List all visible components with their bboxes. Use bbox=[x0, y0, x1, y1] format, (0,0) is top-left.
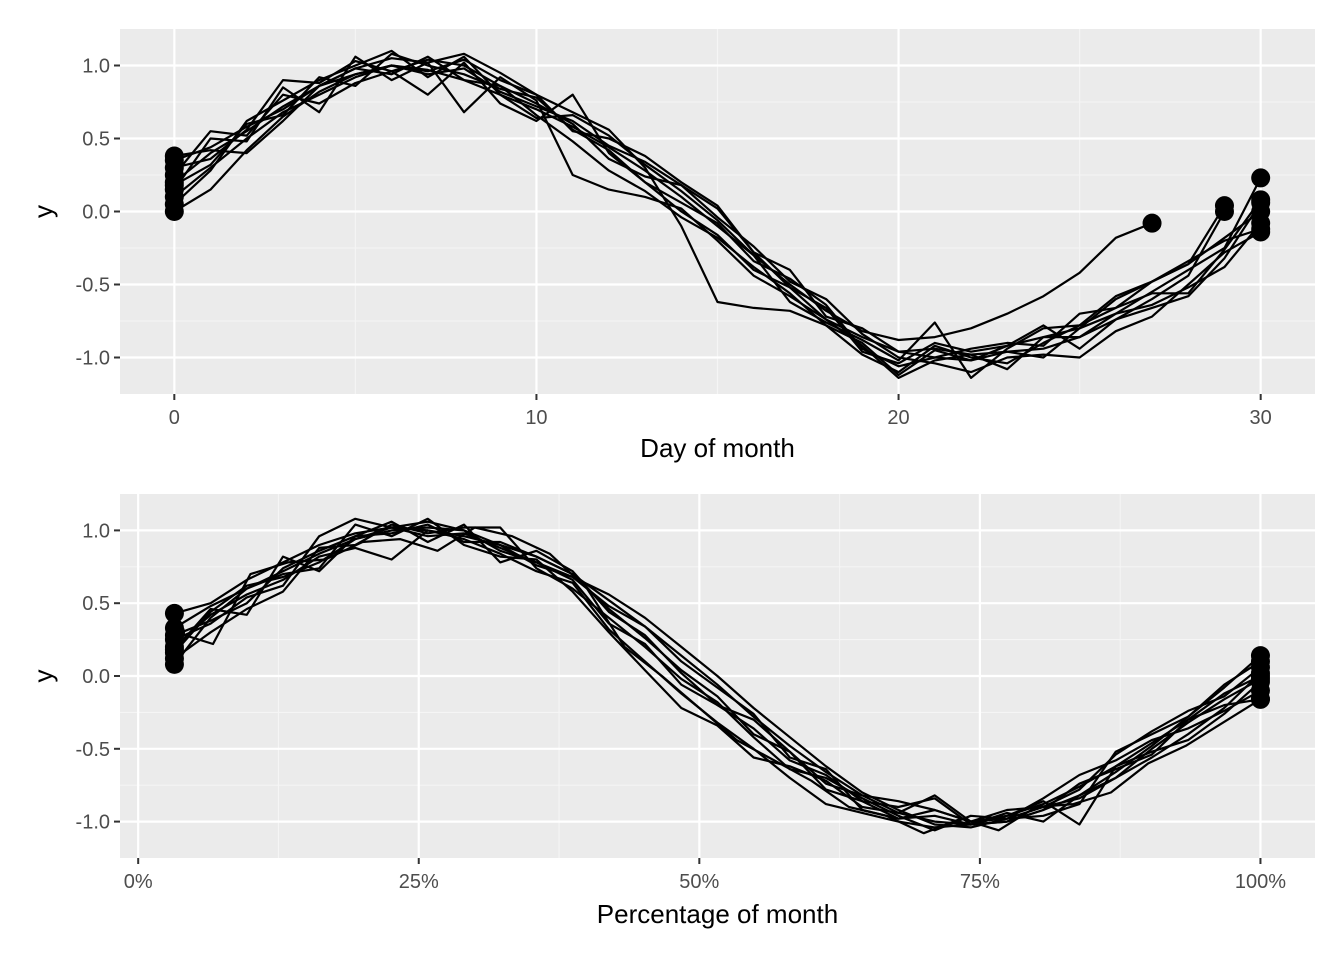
y-axis-title: y bbox=[28, 670, 58, 683]
series-lines bbox=[173, 517, 1262, 835]
series-line-7 bbox=[173, 523, 1262, 832]
y-tick-label: 0.5 bbox=[82, 593, 110, 615]
series-1-end-point bbox=[1142, 213, 1162, 233]
y-axis-title: y bbox=[28, 205, 58, 218]
series-10-end-point bbox=[1250, 666, 1270, 686]
series-10-start-point bbox=[164, 175, 184, 195]
y-tick-label: -1.0 bbox=[76, 348, 110, 370]
x-tick-label: 75% bbox=[960, 871, 1000, 893]
series-line-9 bbox=[173, 58, 1262, 359]
chart-percentage-of-month: 0% 25% 50% 75% 100% 1.0 0.5 0.0 -0.5 -1.0 Percenta… bbox=[28, 494, 1315, 929]
series-1-start-point bbox=[164, 603, 184, 623]
series-line-8 bbox=[173, 529, 1262, 829]
series-lines bbox=[173, 49, 1262, 379]
x-tick-label: 0% bbox=[124, 871, 153, 893]
y-tick-label: 0.0 bbox=[82, 666, 110, 688]
series-8-start-point bbox=[164, 194, 184, 214]
x-tick-label: 30 bbox=[1250, 407, 1272, 429]
series-line-10 bbox=[173, 52, 1226, 365]
series-line-10 bbox=[173, 520, 1261, 826]
series-line-6 bbox=[173, 55, 1262, 379]
series-endpoints bbox=[164, 146, 1271, 242]
series-10-end-point bbox=[1214, 202, 1234, 221]
x-tick-label: 100% bbox=[1235, 871, 1286, 893]
y-tick-label: -0.5 bbox=[76, 275, 110, 297]
x-tick-label: 50% bbox=[679, 871, 719, 893]
chart-day-of-month: 0 10 20 30 1.0 0.5 0.0 -0.5 -1.0 Day of month y bbox=[28, 29, 1315, 463]
series-3-end-point bbox=[1251, 168, 1271, 188]
series-9-end-point bbox=[1250, 689, 1270, 709]
y-tick-label: 1.0 bbox=[82, 520, 110, 542]
x-tick-label: 0 bbox=[169, 407, 180, 429]
series-line-5 bbox=[173, 517, 1262, 826]
series-line-6 bbox=[173, 517, 1262, 823]
y-tick-label: 0.5 bbox=[82, 129, 110, 151]
y-tick-label: 1.0 bbox=[82, 56, 110, 78]
y-tick-label: -1.0 bbox=[76, 812, 110, 834]
series-line-5 bbox=[174, 59, 1262, 368]
series-7-end-point bbox=[1250, 651, 1270, 671]
series-9-start-point bbox=[164, 150, 184, 170]
series-endpoints bbox=[164, 603, 1270, 709]
series-9-end-point bbox=[1251, 213, 1271, 233]
x-tick-label: 10 bbox=[525, 407, 547, 429]
series-line-8 bbox=[173, 49, 1262, 379]
x-axis-title: Day of month bbox=[640, 433, 795, 463]
series-9-start-point bbox=[164, 625, 184, 645]
series-8-end-point bbox=[1251, 190, 1271, 210]
y-tick-label: 0.0 bbox=[82, 202, 110, 224]
x-tick-label: 25% bbox=[399, 871, 439, 893]
series-line-7 bbox=[173, 58, 1262, 374]
series-10-start-point bbox=[164, 643, 184, 663]
x-axis-title: Percentage of month bbox=[597, 899, 838, 929]
x-tick-label: 20 bbox=[887, 407, 909, 429]
series-line-9 bbox=[173, 523, 1261, 826]
y-tick-label: -0.5 bbox=[76, 739, 110, 761]
